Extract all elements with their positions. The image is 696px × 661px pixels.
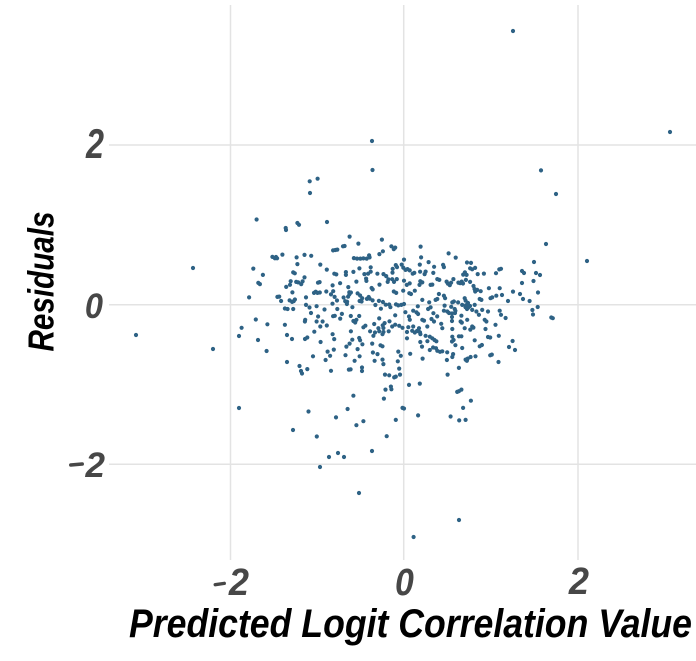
svg-text:Predicted Logit Correlation Va: Predicted Logit Correlation Value	[129, 602, 692, 646]
svg-text:2: 2	[85, 446, 106, 485]
svg-text:Residuals: Residuals	[21, 212, 62, 352]
svg-text:0: 0	[85, 287, 103, 326]
svg-text:0: 0	[395, 560, 414, 603]
svg-text:2: 2	[85, 120, 104, 167]
svg-text:2: 2	[228, 560, 249, 603]
svg-text:2: 2	[568, 559, 589, 602]
